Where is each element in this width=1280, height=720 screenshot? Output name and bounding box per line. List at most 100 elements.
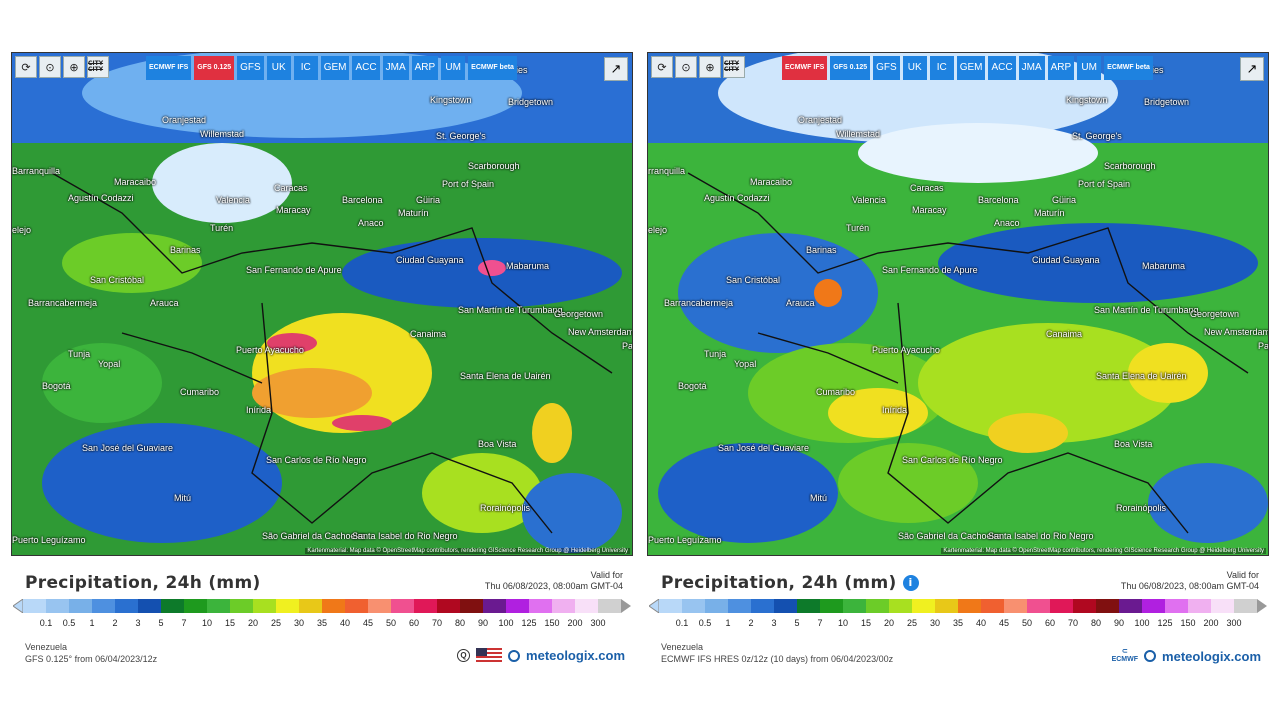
scale-ticks: 0.1 0.5 1 2 3 5 7 10 15 20 25 30 35 40 45 50 60 70 80 90 100… — [647, 618, 1269, 630]
city-toggle-button[interactable]: CITY CITY — [87, 56, 109, 78]
scale-swatch — [207, 599, 231, 613]
city-label-scarborough: Scarborough — [1104, 161, 1156, 171]
scale-tick-label: 5 — [794, 618, 800, 628]
model-button[interactable]: GFS 0.125 — [830, 56, 871, 80]
city-label-barranquilla: Barranquilla — [12, 166, 61, 176]
reset-icon[interactable]: ⟳ — [651, 56, 673, 78]
city-label-willemstad: Willemstad — [836, 129, 881, 139]
scale-swatch — [92, 599, 116, 613]
city-label-anaco: Anaco — [358, 218, 384, 228]
us-flag-icon — [476, 648, 503, 663]
location-pin-icon[interactable]: ⊙ — [39, 56, 61, 78]
model-source: GFS 0.125° from 06/04/2023/12z — [25, 654, 158, 664]
scale-tick-label: 0.1 — [675, 618, 689, 628]
scale-swatch — [506, 599, 530, 613]
city-label-agustin-codazzi: Agustín Codazzi — [68, 193, 134, 203]
city-label-san-cristobal: San Cristóbal — [90, 275, 145, 285]
city-label-puerto-ayacucho: Puerto Ayacucho — [236, 345, 304, 355]
model-source: ECMWF IFS HRES 0z/12z (10 days) from 06/… — [661, 654, 894, 664]
model-button[interactable]: GEM — [320, 56, 350, 80]
precipitation-map[interactable]: ⟳ ⊙ ⊕ CITY CITY ECMWF IFS GFS 0.125 GFS … — [647, 52, 1269, 556]
region-name: Venezuela — [661, 642, 704, 652]
city-label-san-carlos: San Carlos de Río Negro — [266, 455, 367, 465]
scale-swatch — [115, 599, 139, 613]
model-button[interactable]: ECMWF IFS — [782, 56, 828, 80]
location-pin-icon[interactable]: ⊙ — [675, 56, 697, 78]
scale-tick-label: 7 — [817, 618, 823, 628]
model-button[interactable]: IC — [293, 56, 318, 80]
city-label-st-georges: St. George's — [436, 131, 486, 141]
city-label-barcelona: Barcelona — [342, 195, 383, 205]
scale-tick-label: 7 — [181, 618, 187, 628]
share-icon[interactable]: ↗ — [604, 57, 628, 81]
reset-icon[interactable]: ⟳ — [15, 56, 37, 78]
scale-swatch — [751, 599, 775, 613]
scale-tick-label: 25 — [270, 618, 282, 628]
scale-arrow-right — [621, 599, 631, 613]
city-label-kingstown: Kingstown — [1066, 95, 1108, 105]
share-icon[interactable]: ↗ — [1240, 57, 1264, 81]
model-button[interactable]: ACC — [352, 56, 380, 80]
model-button[interactable]: UK — [902, 56, 927, 80]
scale-tick-label: 60 — [408, 618, 420, 628]
model-button[interactable]: ECMWF IFS — [146, 56, 192, 80]
city-label-santa-isabel: Santa Isabel do Rio Negro — [352, 531, 458, 541]
precipitation-map[interactable]: ⟳ ⊙ ⊕ CITY CITY ECMWF IFS GFS 0.125 GFS … — [11, 52, 633, 556]
model-button[interactable]: GFS — [873, 56, 900, 80]
scale-swatch — [889, 599, 913, 613]
model-button[interactable]: ARP — [411, 56, 439, 80]
model-button[interactable]: UM — [441, 56, 466, 80]
scale-swatch — [1234, 599, 1258, 613]
color-scale — [13, 599, 631, 613]
model-button[interactable]: GFS 0.125 — [194, 56, 235, 80]
scale-tick-label: 25 — [906, 618, 918, 628]
scale-arrow-left — [649, 599, 660, 613]
model-button[interactable]: ECMWF beta — [1104, 56, 1153, 80]
city-label-canaima: Canaima — [1046, 329, 1083, 339]
valid-time: Valid for Thu 06/08/2023, 08:00am GMT-04 — [1121, 570, 1259, 592]
model-button[interactable]: ARP — [1047, 56, 1075, 80]
model-button[interactable]: UM — [1077, 56, 1102, 80]
scale-swatch — [276, 599, 300, 613]
city-label-new-amsterdam: New Amsterdam — [568, 327, 633, 337]
city-label-caracas: Caracas — [910, 183, 944, 193]
valid-datetime: Thu 06/08/2023, 08:00am GMT-04 — [484, 581, 623, 591]
model-button[interactable]: UK — [266, 56, 291, 80]
chart-title: Precipitation, 24h (mm) i — [661, 573, 919, 593]
scale-swatch — [575, 599, 599, 613]
model-button[interactable]: ACC — [988, 56, 1016, 80]
scale-tick-label: 10 — [837, 618, 849, 628]
map-attribution: Kartenmaterial: Map data © OpenStreetMap… — [305, 548, 630, 554]
scale-tick-label: 125 — [1157, 618, 1173, 628]
city-label-canaima: Canaima — [410, 329, 447, 339]
scale-swatch — [345, 599, 369, 613]
scale-tick-label: 45 — [998, 618, 1010, 628]
scale-arrow-left — [13, 599, 24, 613]
zoom-icon[interactable]: ⊕ — [699, 56, 721, 78]
map-imagery — [648, 53, 1268, 555]
model-button[interactable]: IC — [929, 56, 954, 80]
model-button[interactable]: JMA — [382, 56, 409, 80]
scale-swatch — [843, 599, 867, 613]
zoom-icon[interactable]: ⊕ — [63, 56, 85, 78]
scale-tick-label: 20 — [883, 618, 895, 628]
scale-tick-label: 300 — [1226, 618, 1242, 628]
info-icon[interactable]: i — [902, 575, 919, 591]
scale-swatch — [46, 599, 70, 613]
model-button[interactable]: GEM — [956, 56, 986, 80]
brand-name[interactable]: meteologix.com — [526, 648, 625, 663]
brand-name[interactable]: meteologix.com — [1162, 648, 1261, 664]
model-button[interactable]: GFS — [237, 56, 264, 80]
model-button[interactable]: ECMWF beta — [468, 56, 517, 80]
city-label-elejo: elejo — [648, 225, 668, 235]
city-label-santa-isabel: Santa Isabel do Rio Negro — [988, 531, 1094, 541]
city-toggle-button[interactable]: CITY CITY — [723, 56, 745, 78]
model-button[interactable]: JMA — [1018, 56, 1045, 80]
scale-swatch — [705, 599, 729, 613]
scale-tick-label: 150 — [1180, 618, 1196, 628]
city-label-kingstown: Kingstown — [430, 95, 472, 105]
scale-tick-label: 5 — [158, 618, 164, 628]
city-label-willemstad: Willemstad — [200, 129, 245, 139]
city-label-san-fernando: San Fernando de Apure — [882, 265, 978, 275]
scale-swatch — [958, 599, 982, 613]
